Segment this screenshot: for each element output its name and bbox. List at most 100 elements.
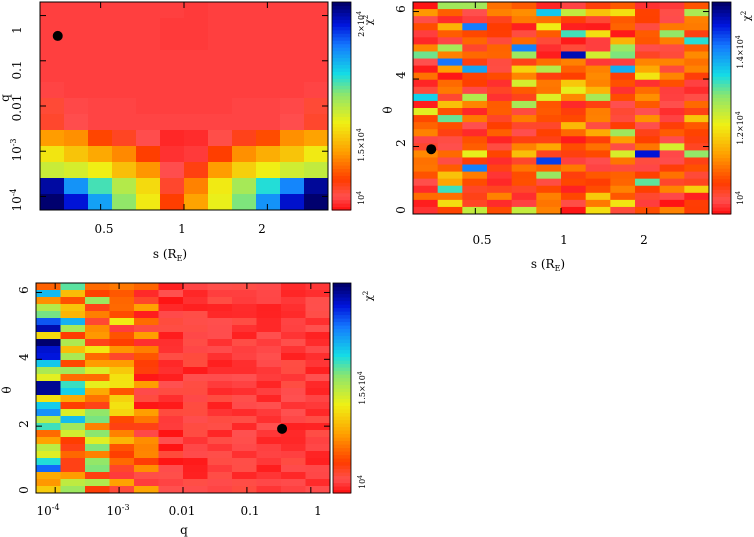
heatmap-cell	[256, 346, 282, 354]
heatmap-cell	[610, 164, 636, 173]
heatmap-cell	[305, 451, 331, 459]
heatmap-cell	[183, 353, 208, 361]
heatmap-cell	[561, 37, 587, 45]
heatmap-cell	[281, 402, 306, 410]
heatmap-cell	[232, 381, 257, 389]
heatmap-cell	[536, 44, 562, 52]
heatmap-cell	[684, 129, 710, 137]
colorbar-swatch	[333, 290, 351, 295]
heatmap-cell	[462, 9, 488, 17]
heatmap-cell	[280, 18, 305, 35]
heatmap-cell	[487, 86, 513, 95]
heatmap-cell	[158, 437, 184, 445]
heatmap-cell	[413, 122, 439, 130]
heatmap-cell	[183, 339, 208, 347]
heatmap-cell	[413, 72, 439, 81]
heatmap-cell	[281, 423, 306, 431]
colorbar-frame	[331, 1, 352, 211]
heatmap-cell	[561, 143, 587, 151]
heatmap-cell	[281, 367, 306, 375]
colorbar-swatch	[333, 430, 351, 435]
colorbar-swatch	[332, 29, 351, 34]
heatmap-cell	[610, 37, 636, 45]
heatmap-cell	[487, 122, 513, 130]
heatmap-cell	[109, 423, 135, 431]
heatmap-cell	[134, 325, 159, 333]
colorbar-swatch	[712, 44, 731, 49]
heatmap-cell	[280, 114, 305, 131]
x-axis-label: q	[180, 523, 188, 537]
heatmap-cell	[232, 18, 257, 35]
heatmap-cell	[437, 178, 463, 187]
heatmap-cell	[511, 79, 537, 88]
heatmap-cell	[207, 374, 233, 382]
heatmap-cell	[134, 479, 159, 487]
heatmap-cell	[610, 136, 636, 144]
heatmap-cell	[659, 192, 685, 201]
colorbar-swatch	[332, 137, 351, 142]
heatmap-cell	[684, 157, 710, 166]
colorbar-swatch	[712, 182, 731, 187]
heatmap-cell	[610, 192, 636, 201]
heatmap-cell	[183, 367, 208, 375]
heatmap-cell	[684, 23, 710, 31]
heatmap-cell	[561, 51, 587, 60]
heatmap-cell	[256, 402, 282, 410]
heatmap-cell	[561, 115, 587, 123]
heatmap-cell	[183, 479, 208, 487]
heatmap-cell	[585, 44, 611, 52]
heatmap-cell	[112, 98, 137, 115]
heatmap-cell	[635, 79, 661, 88]
heatmap-cell	[134, 353, 159, 361]
colorbar-swatch	[712, 9, 731, 14]
heatmap-cell	[585, 129, 611, 137]
heatmap-cell	[85, 339, 110, 347]
heatmap-cell	[160, 98, 185, 115]
heatmap-cell	[511, 185, 537, 194]
heatmap-cell	[160, 130, 185, 147]
heatmap-cell	[158, 472, 184, 480]
colorbar-swatch	[333, 437, 351, 442]
heatmap-cell	[635, 100, 661, 109]
heatmap-cell	[684, 58, 710, 67]
heatmap-cell	[305, 486, 331, 494]
heatmap-cell	[635, 171, 661, 180]
heatmap-cell	[610, 9, 636, 17]
heatmap-cell	[158, 486, 184, 494]
heatmap-cell	[85, 374, 110, 382]
heatmap-cell	[207, 353, 233, 361]
heatmap-cell	[561, 122, 587, 130]
heatmap-cell	[109, 451, 135, 459]
heatmap-cell	[462, 86, 488, 95]
heatmap-cell	[585, 108, 611, 116]
heatmap-cell	[684, 192, 710, 201]
heatmap-cell	[256, 353, 282, 361]
colorbar-swatch	[712, 161, 731, 166]
heatmap-cell	[536, 150, 562, 158]
colorbar-swatch	[333, 381, 351, 386]
x-tick-label: 2	[258, 222, 266, 236]
heatmap-cell	[462, 51, 488, 60]
colorbar-swatch	[712, 12, 731, 17]
heatmap-cell	[207, 311, 233, 319]
heatmap-cell	[109, 479, 135, 487]
heatmap-cell	[183, 297, 208, 305]
heatmap-cell	[136, 50, 161, 67]
heatmap-cell	[280, 146, 305, 163]
heatmap-cell	[585, 58, 611, 67]
heatmap-cell	[134, 381, 159, 389]
colorbar-swatch	[712, 153, 731, 159]
colorbar-swatch	[712, 100, 731, 106]
heatmap-cell	[112, 2, 137, 19]
heatmap-cell	[60, 353, 86, 361]
colorbar-swatch	[333, 479, 351, 484]
heatmap-cell	[462, 150, 488, 158]
heatmap-cell	[536, 23, 562, 31]
heatmap-cell	[585, 9, 611, 17]
heatmap-cell	[134, 444, 159, 452]
heatmap-cell	[88, 146, 113, 163]
heatmap-cell	[281, 318, 306, 326]
heatmap-cell	[304, 66, 329, 83]
heatmap-cell	[60, 444, 86, 452]
heatmap-cell	[511, 143, 537, 151]
